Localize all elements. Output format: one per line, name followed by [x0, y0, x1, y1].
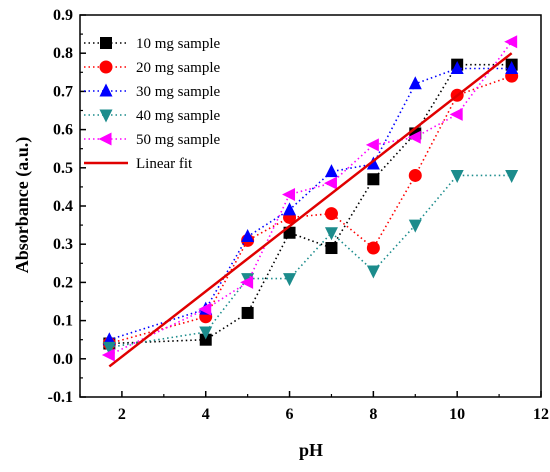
data-point: [283, 202, 297, 216]
legend-marker: [99, 60, 113, 74]
x-tick-label: 10: [449, 406, 465, 423]
legend-item: 10 mg sample: [84, 36, 220, 52]
data-point: [504, 35, 518, 49]
data-point: [102, 341, 116, 355]
x-tick-label: 8: [369, 406, 377, 423]
data-point: [282, 188, 296, 202]
series-4: [102, 169, 519, 355]
data-point: [408, 76, 422, 90]
data-point: [450, 169, 464, 183]
legend-item: 40 mg sample: [84, 108, 220, 124]
series-line: [109, 63, 512, 345]
y-tick-label: 0.0: [53, 351, 73, 368]
data-point: [449, 107, 463, 121]
data-point: [240, 275, 254, 289]
y-tick-label: 0.9: [53, 7, 73, 24]
data-point: [367, 173, 380, 186]
y-tick-label: -0.1: [48, 389, 73, 406]
series-line: [109, 174, 512, 349]
x-tick-label: 6: [286, 406, 294, 423]
data-point: [199, 326, 213, 340]
data-point: [408, 168, 422, 182]
data-point: [324, 164, 338, 178]
data-point: [241, 306, 254, 319]
data-point: [505, 60, 519, 74]
legend-label: 10 mg sample: [136, 36, 220, 52]
legend-item: 50 mg sample: [84, 132, 220, 148]
legend: 10 mg sample 20 mg sample 30 mg sample 40 m…: [84, 36, 220, 172]
data-point: [323, 176, 337, 190]
legend-marker: [100, 37, 112, 49]
data-point: [505, 169, 519, 183]
data-point: [241, 229, 255, 243]
legend-item: 20 mg sample: [84, 60, 220, 76]
y-tick-label: 0.1: [53, 313, 73, 330]
y-tick-label: 0.7: [53, 83, 73, 100]
y-tick-label: 0.8: [53, 45, 73, 62]
data-point: [408, 219, 422, 233]
y-tick-label: 0.2: [53, 274, 73, 291]
linear-fit-line: [108, 52, 513, 368]
data-point: [450, 60, 464, 74]
data-point: [366, 156, 380, 170]
legend-marker: [99, 83, 113, 97]
legend-item: 30 mg sample: [84, 83, 220, 100]
legend-marker: [98, 132, 112, 146]
data-point: [325, 242, 338, 255]
x-tick-label: 2: [118, 406, 126, 423]
legend-label: 30 mg sample: [136, 84, 220, 100]
legend-marker: [99, 109, 113, 123]
data-point: [407, 130, 421, 144]
plot-area: [101, 35, 519, 368]
axes: 2 4 6 8 10 12 -0.1 0.0 0.1 0.2 0.3 0.4 0.5 0.6 0.7 0.8 0…: [48, 7, 549, 423]
y-tick-label: 0.4: [53, 198, 73, 215]
y-tick-label: 0.5: [53, 160, 73, 177]
y-tick-label: 0.6: [53, 122, 73, 139]
data-point: [101, 348, 115, 362]
series-5: [101, 35, 518, 362]
x-tick-label: 12: [533, 406, 549, 423]
y-axis-title: Absorbance (a.u.): [12, 137, 33, 274]
legend-label: 20 mg sample: [136, 60, 220, 76]
legend-label: 40 mg sample: [136, 108, 220, 124]
data-point: [324, 227, 338, 241]
data-point: [365, 138, 379, 152]
data-point: [199, 333, 212, 346]
legend-item: Linear fit: [84, 156, 193, 172]
x-axis-title: pH: [299, 440, 323, 460]
data-point: [366, 265, 380, 279]
series-3: [102, 60, 519, 346]
data-point: [198, 302, 212, 316]
data-point: [366, 241, 380, 255]
legend-label: Linear fit: [136, 156, 193, 172]
y-tick-label: 0.3: [53, 236, 73, 253]
data-point: [324, 207, 338, 221]
data-point: [283, 273, 297, 287]
legend-label: 50 mg sample: [136, 132, 220, 148]
series-1: [103, 58, 518, 350]
x-tick-label: 4: [202, 406, 210, 423]
